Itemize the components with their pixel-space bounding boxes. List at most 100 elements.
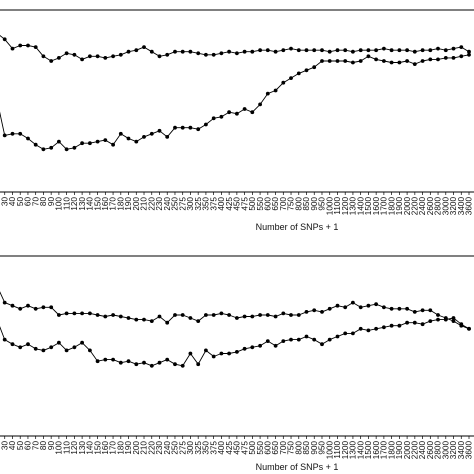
- x-tick-label: 1100: [333, 441, 342, 459]
- x-tick-label: 40: [8, 197, 17, 207]
- data-point: [382, 305, 386, 310]
- data-point: [250, 314, 255, 319]
- data-point: [88, 348, 92, 353]
- x-tick-label: 900: [310, 197, 319, 211]
- x-tick-label: 1300: [349, 197, 358, 216]
- x-tick-label: 50: [16, 197, 25, 207]
- data-point: [227, 110, 232, 115]
- data-point: [374, 326, 378, 331]
- x-tick-label: 150: [93, 197, 102, 211]
- data-point: [57, 139, 61, 144]
- x-axis-title: Number of SNPs + 1: [256, 222, 339, 232]
- x-tick-label: 1400: [356, 197, 365, 216]
- data-point: [180, 313, 185, 317]
- x-tick-label: 800: [294, 441, 303, 455]
- x-tick-label: 40: [8, 441, 17, 451]
- x-tick-label: 375: [209, 197, 218, 211]
- x-tick-label: 950: [318, 197, 327, 211]
- data-point: [188, 351, 193, 356]
- series-1: [0, 291, 471, 331]
- x-tick-label: 700: [279, 197, 288, 211]
- x-tick-label: 200: [132, 441, 141, 455]
- data-point: [33, 306, 38, 311]
- data-point: [103, 138, 108, 143]
- data-point: [211, 52, 216, 57]
- data-point: [343, 305, 348, 310]
- data-point: [157, 360, 162, 365]
- data-point: [72, 311, 77, 316]
- data-point: [18, 345, 23, 350]
- data-point: [343, 331, 348, 336]
- data-point: [180, 363, 185, 368]
- data-point: [80, 141, 84, 146]
- data-point: [382, 59, 386, 63]
- x-tick-label: 70: [31, 197, 40, 207]
- data-point: [157, 314, 162, 319]
- x-tick-label: 950: [318, 441, 327, 455]
- data-point: [118, 360, 123, 365]
- data-point: [467, 52, 471, 57]
- x-tick-label: 1400: [356, 441, 365, 460]
- x-tick-label: 2400: [418, 441, 427, 460]
- series-line: [0, 54, 470, 150]
- data-point: [467, 326, 471, 331]
- data-point: [157, 128, 162, 133]
- x-tick-label: 750: [287, 197, 296, 211]
- data-point: [142, 135, 146, 139]
- x-tick-label: 160: [101, 197, 110, 211]
- x-tick-label: 700: [279, 441, 288, 455]
- x-tick-label: 240: [163, 197, 172, 211]
- data-point: [296, 337, 301, 342]
- x-tick-label: 130: [78, 441, 87, 455]
- data-point: [103, 56, 108, 60]
- data-point: [389, 60, 394, 65]
- data-point: [374, 57, 378, 62]
- data-point: [443, 56, 448, 60]
- data-point: [88, 54, 92, 59]
- data-point: [10, 303, 15, 308]
- data-point: [219, 351, 224, 356]
- x-tick-label: 170: [109, 197, 118, 211]
- data-point: [351, 300, 355, 305]
- data-point: [296, 48, 301, 53]
- x-tick-label: 80: [39, 441, 48, 451]
- x-tick-label: 500: [248, 441, 257, 455]
- x-tick-label: 120: [70, 197, 79, 211]
- data-point: [211, 354, 216, 359]
- data-point: [296, 313, 301, 317]
- data-point: [49, 59, 54, 63]
- x-tick-label: 2400: [418, 197, 427, 216]
- data-point: [219, 51, 224, 56]
- data-point: [173, 49, 177, 54]
- data-point: [405, 59, 409, 63]
- series-2: [0, 316, 471, 368]
- data-point: [343, 48, 348, 53]
- x-tick-label: 20: [0, 197, 2, 207]
- data-point: [242, 314, 247, 319]
- x-tick-label: 160: [101, 441, 110, 455]
- x-tick-label: 1700: [380, 197, 389, 216]
- data-point: [57, 313, 61, 317]
- data-point: [358, 305, 363, 310]
- data-point: [95, 359, 100, 364]
- x-tick-label: 2800: [434, 441, 443, 460]
- x-tick-label: 1200: [341, 197, 350, 216]
- data-point: [157, 54, 162, 59]
- data-point: [26, 303, 30, 308]
- x-tick-label: 200: [132, 197, 141, 211]
- x-tick-label: 180: [116, 441, 125, 455]
- data-point: [382, 325, 386, 330]
- data-point: [304, 310, 309, 314]
- data-point: [227, 313, 232, 317]
- data-point: [397, 60, 402, 65]
- data-point: [219, 311, 224, 316]
- data-point: [265, 48, 270, 53]
- x-tick-label: 3600: [465, 441, 474, 460]
- x-tick-label: 1700: [380, 441, 389, 460]
- x-tick-label: 110: [62, 197, 71, 210]
- data-point: [335, 303, 340, 308]
- x-tick-label: 325: [194, 197, 203, 211]
- data-point: [281, 48, 286, 53]
- data-point: [111, 54, 115, 59]
